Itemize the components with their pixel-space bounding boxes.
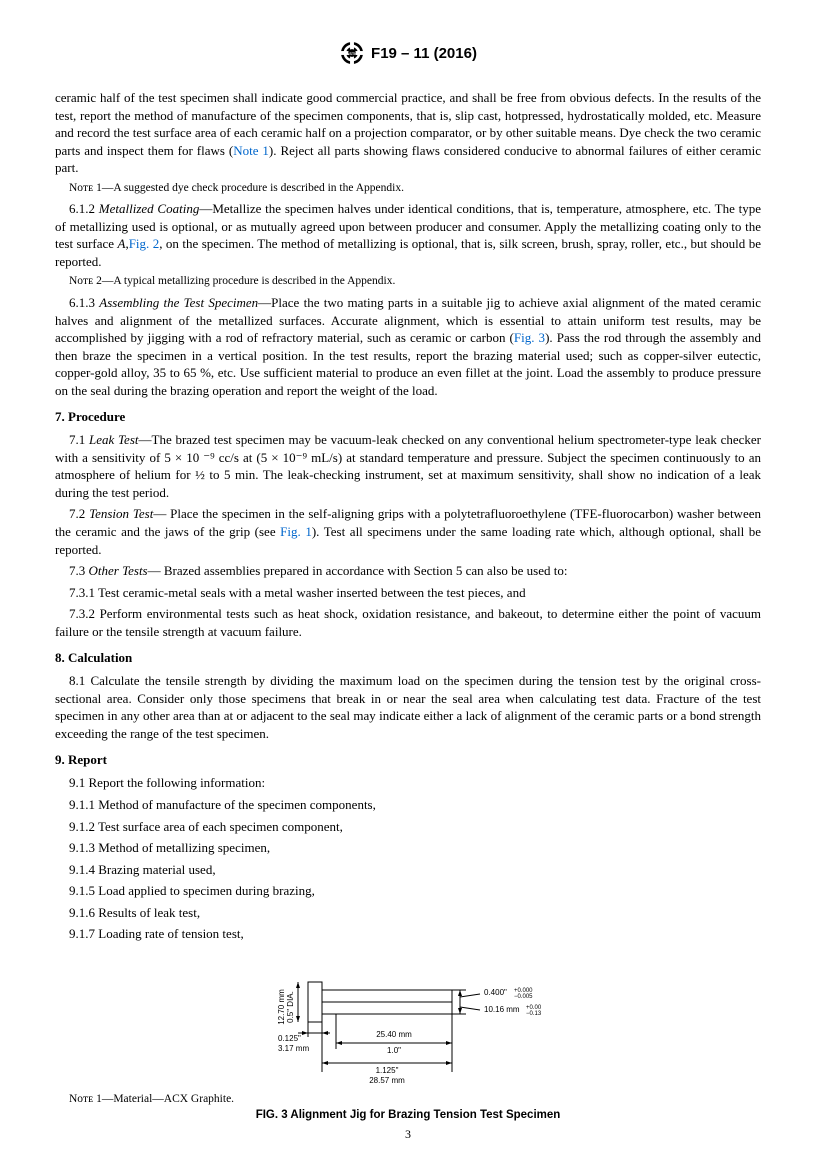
para-73-num: 7.3 [69,563,89,578]
para-613-title: Assembling the Test Specimen [99,295,258,310]
note-2-label: Nᴏᴛᴇ 2 [69,275,102,287]
fig-label-bot2: 28.57 mm [369,1076,405,1085]
page-number: 3 [0,1127,816,1142]
header-designation: F19 – 11 (2016) [371,45,477,62]
para-914: 9.1.4 Brazing material used, [55,861,761,879]
para-72: 7.2 Tension Test— Place the specimen in … [55,505,761,558]
para-916: 9.1.6 Results of leak test, [55,904,761,922]
para-73: 7.3 Other Tests— Brazed assemblies prepa… [55,562,761,580]
para-612-b: , on the specimen. The method of metalli… [55,236,761,269]
section-7-head: 7. Procedure [55,409,761,425]
fig-label-dia1: 0.5" DIA. [286,991,295,1023]
note-1-body: —A suggested dye check procedure is desc… [102,182,404,194]
fig-label-bot1: 1.125" [376,1066,399,1075]
para-917: 9.1.7 Loading rate of tension test, [55,925,761,943]
para-612: 6.1.2 Metallized Coating—Metallize the s… [55,200,761,270]
fig-label-dia2: 12.70 mm [277,989,286,1025]
figure-3-note: Nᴏᴛᴇ 1—Material—ACX Graphite. [55,1093,761,1105]
figure-3-wrap: 0.5" DIA. 12.70 mm 0.400" +0.000 −0.005 … [55,957,761,1121]
fig-label-r2a: 10.16 mm [484,1005,520,1014]
astm-logo-icon: ASTM [339,40,365,66]
para-612-title: Metallized Coating [99,201,200,216]
para-613-num: 6.1.3 [69,295,99,310]
para-612-num: 6.1.2 [69,201,99,216]
para-91: 9.1 Report the following information: [55,774,761,792]
note-1-label: Nᴏᴛᴇ 1 [69,182,102,194]
figure-3-svg: 0.5" DIA. 12.70 mm 0.400" +0.000 −0.005 … [248,957,568,1087]
para-731: 7.3.1 Test ceramic-metal seals with a me… [55,584,761,602]
para-912: 9.1.2 Test surface area of each specimen… [55,818,761,836]
page-header: ASTM F19 – 11 (2016) [55,40,761,71]
note-2-body: —A typical metallizing procedure is desc… [102,275,396,287]
note-1: Nᴏᴛᴇ 1—A suggested dye check procedure i… [55,181,761,197]
para-73-title: Other Tests [89,563,148,578]
note-2: Nᴏᴛᴇ 2—A typical metallizing procedure i… [55,274,761,290]
para-intro: ceramic half of the test specimen shall … [55,89,761,177]
svg-text:ASTM: ASTM [347,51,358,56]
para-71-title: Leak Test [89,432,139,447]
link-note1[interactable]: Note 1 [233,143,269,158]
para-613: 6.1.3 Assembling the Test Specimen—Place… [55,294,761,399]
header-inner: ASTM F19 – 11 (2016) [339,40,477,66]
section-9-head: 9. Report [55,752,761,768]
para-913: 9.1.3 Method of metallizing specimen, [55,839,761,857]
figure-3-note-body: —Material—ACX Graphite. [102,1093,234,1105]
link-fig3[interactable]: Fig. 3 [514,330,545,345]
link-fig2[interactable]: Fig. 2 [129,236,160,251]
fig-label-mid1: 25.40 mm [376,1030,412,1039]
fig-label-r1c: −0.005 [514,994,533,1000]
para-72-num: 7.2 [69,506,89,521]
para-73-body: — Brazed assemblies prepared in accordan… [148,563,568,578]
section-8-head: 8. Calculation [55,650,761,666]
fig-label-mid2: 1.0" [387,1046,401,1055]
para-71-num: 7.1 [69,432,89,447]
figure-3-note-label: Nᴏᴛᴇ 1 [69,1093,102,1105]
para-81: 8.1 Calculate the tensile strength by di… [55,672,761,742]
fig-label-r2c: −0.13 [526,1011,542,1017]
para-71-body: —The brazed test specimen may be vacuum-… [55,432,761,500]
fig-label-r1a: 0.400" [484,988,507,997]
fig-label-left2: 3.17 mm [278,1044,309,1053]
para-915: 9.1.5 Load applied to specimen during br… [55,882,761,900]
fig-label-left1: 0.125" [278,1034,301,1043]
para-72-title: Tension Test [89,506,153,521]
link-fig1[interactable]: Fig. 1 [280,524,312,539]
para-71: 7.1 Leak Test—The brazed test specimen m… [55,431,761,501]
document-page: ASTM F19 – 11 (2016) ceramic half of the… [0,0,816,1162]
figure-3-caption: FIG. 3 Alignment Jig for Brazing Tension… [55,1109,761,1121]
para-911: 9.1.1 Method of manufacture of the speci… [55,796,761,814]
para-732: 7.3.2 Perform environmental tests such a… [55,605,761,640]
